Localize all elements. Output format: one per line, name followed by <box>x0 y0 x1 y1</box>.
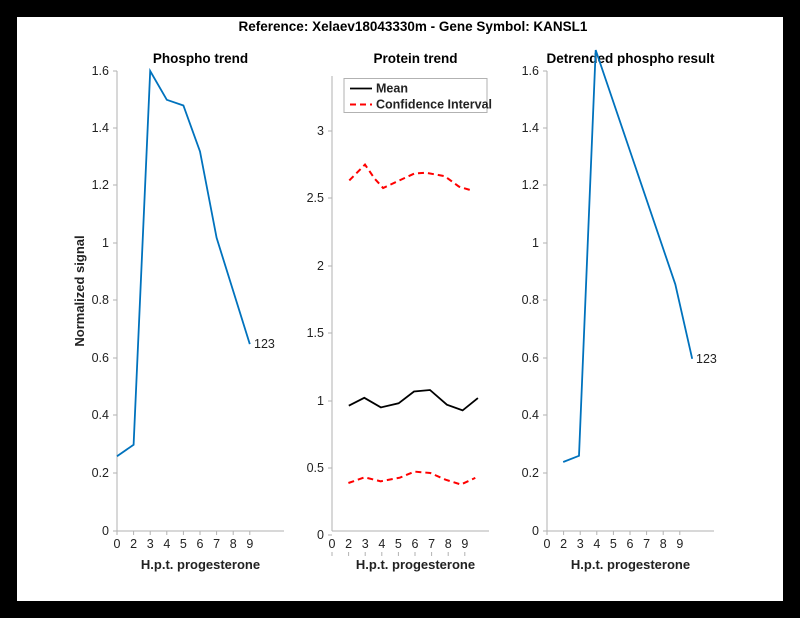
svg-text:Protein trend: Protein trend <box>373 51 457 66</box>
svg-text:4: 4 <box>163 537 170 551</box>
svg-text:8: 8 <box>445 537 452 551</box>
svg-text:0: 0 <box>532 524 539 538</box>
svg-text:0.4: 0.4 <box>522 408 539 422</box>
svg-text:8: 8 <box>660 537 667 551</box>
svg-text:0.2: 0.2 <box>522 466 539 480</box>
svg-text:0.2: 0.2 <box>92 466 109 480</box>
svg-text:7: 7 <box>213 537 220 551</box>
svg-text:H.p.t. progesterone: H.p.t. progesterone <box>356 557 475 572</box>
svg-text:5: 5 <box>395 537 402 551</box>
svg-text:1.5: 1.5 <box>307 326 324 340</box>
svg-text:9: 9 <box>676 537 683 551</box>
svg-text:0.4: 0.4 <box>92 408 109 422</box>
svg-text:1.4: 1.4 <box>92 121 109 135</box>
svg-text:0.8: 0.8 <box>92 293 109 307</box>
svg-text:6: 6 <box>627 537 634 551</box>
svg-text:5: 5 <box>180 537 187 551</box>
svg-text:1.4: 1.4 <box>522 121 539 135</box>
svg-text:Normalized signal: Normalized signal <box>72 235 87 346</box>
svg-text:0.8: 0.8 <box>522 293 539 307</box>
svg-text:123: 123 <box>254 337 275 351</box>
svg-text:1.6: 1.6 <box>92 64 109 78</box>
svg-text:2: 2 <box>560 537 567 551</box>
svg-text:1: 1 <box>532 236 539 250</box>
svg-text:7: 7 <box>428 537 435 551</box>
svg-text:Detrended phospho result: Detrended phospho result <box>546 51 715 66</box>
svg-text:1.2: 1.2 <box>92 178 109 192</box>
svg-text:2.5: 2.5 <box>307 191 324 205</box>
svg-text:2: 2 <box>130 537 137 551</box>
svg-text:2: 2 <box>317 259 324 273</box>
svg-text:6: 6 <box>412 537 419 551</box>
svg-text:H.p.t. progesterone: H.p.t. progesterone <box>141 557 260 572</box>
svg-text:9: 9 <box>461 537 468 551</box>
svg-text:0.5: 0.5 <box>307 461 324 475</box>
svg-text:7: 7 <box>643 537 650 551</box>
svg-text:1: 1 <box>102 236 109 250</box>
svg-text:0.6: 0.6 <box>522 351 539 365</box>
svg-text:3: 3 <box>577 537 584 551</box>
svg-text:3: 3 <box>317 124 324 138</box>
svg-text:Phospho trend: Phospho trend <box>153 51 248 66</box>
svg-text:Mean: Mean <box>376 82 408 96</box>
svg-text:9: 9 <box>246 537 253 551</box>
svg-text:1.2: 1.2 <box>522 178 539 192</box>
svg-text:0.6: 0.6 <box>92 351 109 365</box>
svg-text:3: 3 <box>147 537 154 551</box>
svg-text:4: 4 <box>593 537 600 551</box>
svg-text:5: 5 <box>610 537 617 551</box>
svg-text:123: 123 <box>696 352 717 366</box>
svg-text:8: 8 <box>230 537 237 551</box>
svg-text:3: 3 <box>362 537 369 551</box>
svg-text:4: 4 <box>378 537 385 551</box>
svg-text:1.6: 1.6 <box>522 64 539 78</box>
svg-text:H.p.t. progesterone: H.p.t. progesterone <box>571 557 690 572</box>
svg-text:2: 2 <box>345 537 352 551</box>
svg-text:0: 0 <box>544 537 551 551</box>
svg-text:0: 0 <box>114 537 121 551</box>
svg-text:1: 1 <box>317 394 324 408</box>
svg-text:Confidence Interval: Confidence Interval <box>376 98 492 112</box>
svg-text:0: 0 <box>102 524 109 538</box>
svg-text:0: 0 <box>329 537 336 551</box>
svg-text:0: 0 <box>317 528 324 542</box>
svg-text:6: 6 <box>197 537 204 551</box>
